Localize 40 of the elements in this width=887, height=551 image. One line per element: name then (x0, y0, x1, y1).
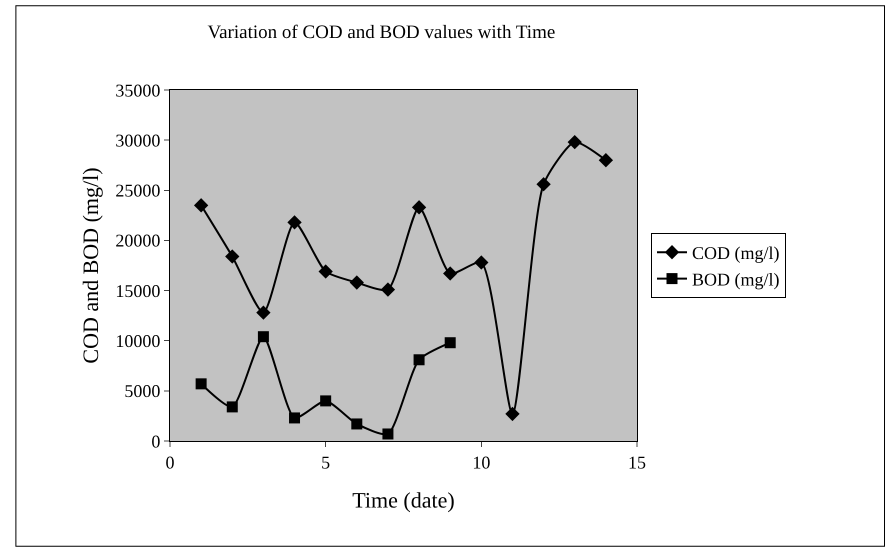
point (225, 249, 240, 264)
y-tick-label: 10000 (115, 331, 160, 352)
x-axis-title: Time (date) (352, 488, 455, 512)
y-tick-label: 35000 (115, 80, 160, 100)
point (382, 428, 394, 440)
y-tick-label: 25000 (115, 180, 160, 201)
x-tick-label: 0 (166, 452, 174, 473)
x-tick-label: 10 (472, 452, 490, 473)
point (196, 378, 207, 390)
point (536, 177, 551, 192)
point (350, 275, 364, 290)
chart-title: Variation of COD and BOD values with Time (208, 22, 556, 44)
point (443, 266, 458, 281)
y-tick-label: 30000 (115, 130, 160, 150)
x-tick-label: 5 (321, 452, 330, 473)
point (351, 418, 362, 430)
y-tick-label: 5000 (124, 381, 160, 402)
point (505, 406, 520, 422)
point (474, 255, 488, 270)
y-axis-title: COD and BOD (mg/l) (78, 167, 104, 364)
point (194, 198, 208, 212)
point (414, 354, 425, 366)
x-tick-label: 15 (628, 452, 646, 473)
point (568, 135, 582, 150)
point (320, 395, 332, 406)
point (598, 153, 614, 168)
legend-label: COD (mg/l) (692, 243, 780, 264)
y-tick-label: 15000 (115, 280, 160, 301)
point (289, 412, 300, 424)
point (380, 282, 396, 297)
y-tick-label: 20000 (115, 230, 160, 251)
point (258, 331, 269, 342)
point (444, 337, 456, 348)
point (412, 200, 426, 214)
point (287, 215, 302, 230)
y-tick-label: 0 (151, 431, 160, 452)
point (256, 305, 271, 320)
point (318, 264, 333, 279)
point (226, 401, 238, 412)
legend-label: BOD (mg/l) (692, 270, 780, 290)
